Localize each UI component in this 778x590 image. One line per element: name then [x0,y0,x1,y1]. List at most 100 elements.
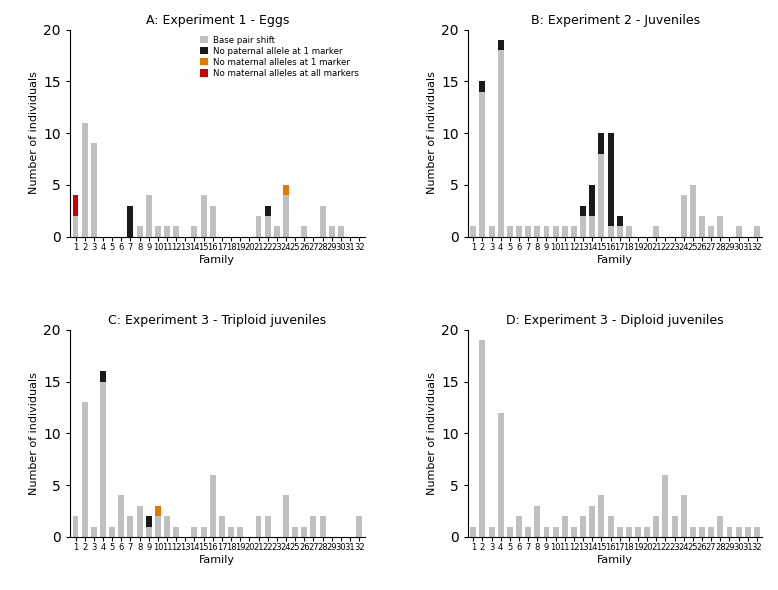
Bar [626,526,632,537]
Bar [265,516,271,537]
Y-axis label: Number of individuals: Number of individuals [30,372,39,495]
Bar [681,496,687,537]
Bar [617,226,622,237]
Bar [571,526,577,537]
Bar [690,185,696,237]
Bar [699,526,705,537]
Bar [708,226,714,237]
Bar [727,526,732,537]
Bar [255,516,261,537]
Bar [191,526,198,537]
Bar [516,226,522,237]
Bar [708,526,714,537]
Bar [356,516,362,537]
Bar [699,216,705,237]
Bar [489,226,495,237]
Bar [562,516,568,537]
Bar [274,226,280,237]
Bar [589,506,595,537]
Bar [100,371,106,382]
Bar [100,382,106,537]
Bar [164,516,170,537]
Bar [717,216,724,237]
Bar [690,526,696,537]
Y-axis label: Number of individuals: Number of individuals [427,372,437,495]
Bar [338,226,344,237]
Bar [635,526,641,537]
Bar [155,226,161,237]
Bar [608,516,614,537]
X-axis label: Family: Family [199,255,235,265]
Bar [219,516,225,537]
Bar [301,226,307,237]
Title: A: Experiment 1 - Eggs: A: Experiment 1 - Eggs [145,14,289,27]
Bar [283,185,289,195]
Bar [471,226,476,237]
Bar [201,195,207,237]
Bar [155,506,161,516]
Bar [544,226,549,237]
X-axis label: Family: Family [598,555,633,565]
Bar [128,205,133,237]
Bar [237,526,244,537]
Bar [72,195,79,216]
Bar [320,516,325,537]
Bar [265,205,271,216]
Bar [164,226,170,237]
Bar [489,526,495,537]
Bar [91,143,96,237]
Bar [617,216,622,226]
Bar [72,216,79,237]
Bar [329,226,335,237]
Bar [479,81,485,91]
Bar [534,506,540,537]
Bar [562,226,568,237]
Bar [471,526,476,537]
Bar [210,475,216,537]
Bar [479,91,485,237]
Bar [525,526,531,537]
Bar [598,133,605,154]
Bar [137,226,142,237]
Bar [608,133,614,226]
Title: D: Experiment 3 - Diploid juveniles: D: Experiment 3 - Diploid juveniles [506,314,724,327]
Bar [310,516,317,537]
Bar [681,195,687,237]
Bar [283,496,289,537]
Bar [671,516,678,537]
Bar [320,205,325,237]
Bar [589,216,595,237]
Bar [155,516,161,537]
Bar [654,226,659,237]
Bar [507,526,513,537]
Bar [228,526,234,537]
Bar [525,226,531,237]
Bar [552,226,559,237]
X-axis label: Family: Family [199,555,235,565]
Bar [145,195,152,237]
Bar [72,516,79,537]
Bar [498,412,503,537]
Bar [663,475,668,537]
Bar [644,526,650,537]
Bar [498,40,503,50]
Bar [191,226,198,237]
Y-axis label: Number of individuals: Number of individuals [427,71,437,195]
Bar [654,516,659,537]
Bar [265,216,271,237]
Bar [145,526,152,537]
Bar [479,340,485,537]
Bar [544,526,549,537]
Bar [598,496,605,537]
Bar [255,216,261,237]
X-axis label: Family: Family [598,255,633,265]
Bar [201,526,207,537]
Y-axis label: Number of individuals: Number of individuals [30,71,39,195]
Bar [498,50,503,237]
Bar [580,216,586,237]
Bar [516,516,522,537]
Bar [534,226,540,237]
Bar [145,516,152,526]
Bar [754,226,760,237]
Bar [507,226,513,237]
